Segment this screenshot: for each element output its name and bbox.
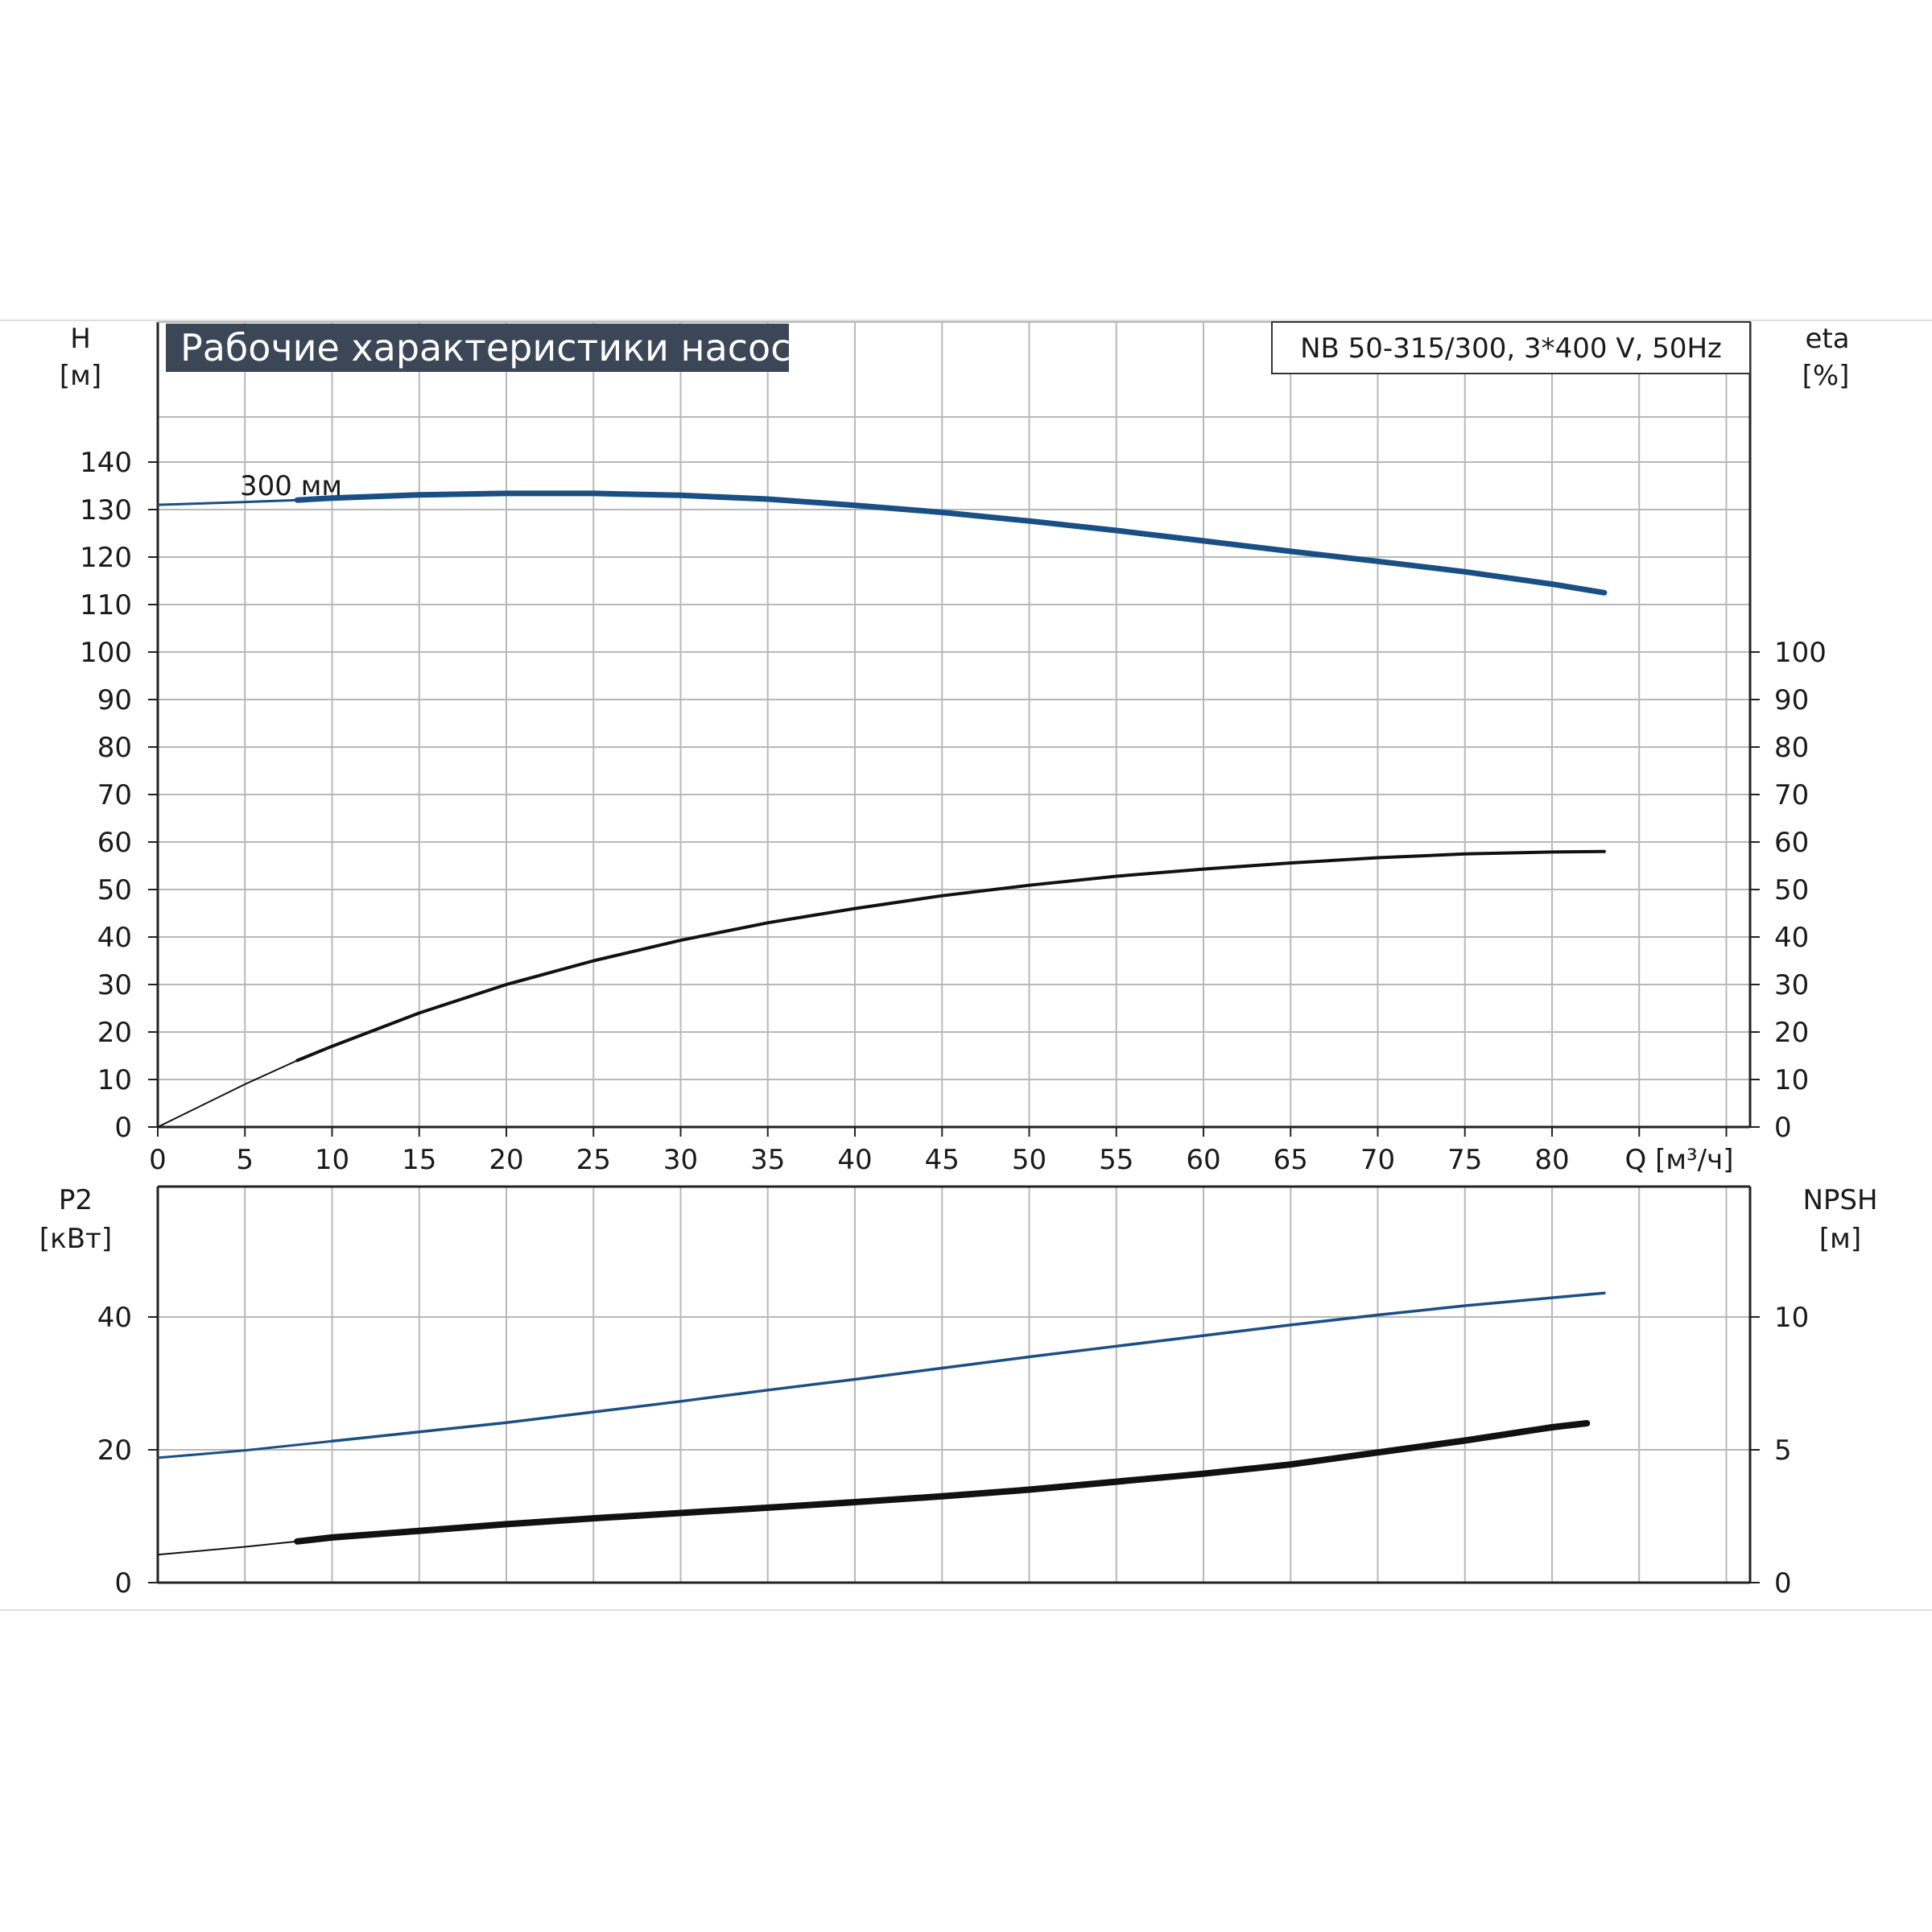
q-axis-label: Q [м³/ч] [1625,1144,1734,1176]
h-tick-label: 0 [114,1112,132,1144]
x-tick-label: 40 [837,1144,872,1176]
h-axis-label: H [70,323,91,355]
h-tick-label: 120 [80,542,132,574]
h-tick-label: 50 [97,874,132,906]
eta-axis-label: eta [1805,323,1849,355]
h-tick-label: 60 [97,827,132,859]
eta-curve [295,849,1606,1063]
x-tick-label: 25 [576,1144,611,1176]
eta-tick-label: 30 [1774,969,1809,1001]
x-tick-label: 15 [402,1144,436,1176]
x-tick-label: 0 [149,1144,167,1176]
p2-tick-label: 40 [97,1302,132,1334]
h-tick-label: 140 [80,447,132,479]
eta-axis-unit: [%] [1802,360,1850,392]
x-tick-label: 55 [1099,1144,1133,1176]
p2-curve-thin [157,1439,332,1459]
x-tick-label: 65 [1274,1144,1308,1176]
eta-tick-label: 20 [1774,1017,1809,1049]
eta-tick-label: 100 [1774,637,1827,669]
p2-axis-label: P2 [59,1184,93,1216]
h-tick-label: 130 [80,494,132,526]
eta-tick-label: 40 [1774,922,1809,954]
tick-labels: 0 5 10 15 20 25 30 35 40 45 50 55 60 65 70 75 8001020304… [80,447,1827,1600]
eta-tick-label: 70 [1774,779,1809,811]
p2-tick-label: 20 [97,1435,132,1467]
x-tick-label: 60 [1186,1144,1220,1176]
subtitle-box [1271,321,1751,374]
h-tick-label: 110 [80,589,132,621]
axes [156,321,1752,1584]
eta-tick-label: 0 [1774,1112,1792,1144]
curves [157,490,1608,1556]
h-curve-thin [157,498,298,506]
x-tick-label: 35 [750,1144,785,1176]
chart-title: Рабочие характеристики насоса [180,326,814,369]
npsh-tick-label: 0 [1774,1567,1792,1600]
h-tick-label: 40 [97,922,132,954]
eta-curve-thin [157,1059,298,1128]
h-tick-label: 100 [80,637,132,669]
npsh-tick-label: 10 [1774,1302,1809,1334]
h-tick-label: 80 [97,732,132,764]
x-tick-label: 10 [315,1144,349,1176]
h-tick-label: 20 [97,1017,132,1049]
h-tick-label: 70 [97,779,132,811]
npsh-axis-unit: [м] [1819,1223,1861,1255]
h-curve [294,490,1608,596]
p2-tick-label: 0 [114,1567,132,1600]
impeller-annotation: 300 мм [240,470,342,502]
x-tick-label: 20 [489,1144,523,1176]
eta-tick-label: 80 [1774,732,1809,764]
x-tick-label: 70 [1360,1144,1395,1176]
x-tick-label: 80 [1534,1144,1569,1176]
h-axis-unit: [м] [60,360,101,392]
eta-tick-label: 60 [1774,827,1809,859]
npsh-tick-label: 5 [1774,1435,1792,1467]
x-tick-label: 45 [925,1144,960,1176]
eta-tick-label: 50 [1774,874,1809,906]
p2-axis-unit: [кВт] [39,1223,112,1255]
npsh-curve-thin [157,1540,298,1556]
h-tick-label: 90 [97,684,132,716]
npsh-axis-label: NPSH [1802,1184,1877,1216]
h-tick-label: 10 [97,1064,132,1096]
p2-curve [330,1291,1606,1443]
npsh-curve [294,1420,1591,1545]
title-background [166,324,789,372]
x-tick-label: 30 [663,1144,698,1176]
x-tick-label: 50 [1012,1144,1046,1176]
x-tick-label: 5 [236,1144,254,1176]
top-grid [158,322,1750,1127]
x-tick-label: 75 [1447,1144,1482,1176]
chart-subtitle: NB 50-315/300, 3*400 V, 50Hz [1300,332,1722,365]
eta-tick-label: 90 [1774,684,1809,716]
bottom-grid [158,1187,1750,1583]
h-tick-label: 30 [97,969,132,1001]
eta-tick-label: 10 [1774,1064,1809,1096]
